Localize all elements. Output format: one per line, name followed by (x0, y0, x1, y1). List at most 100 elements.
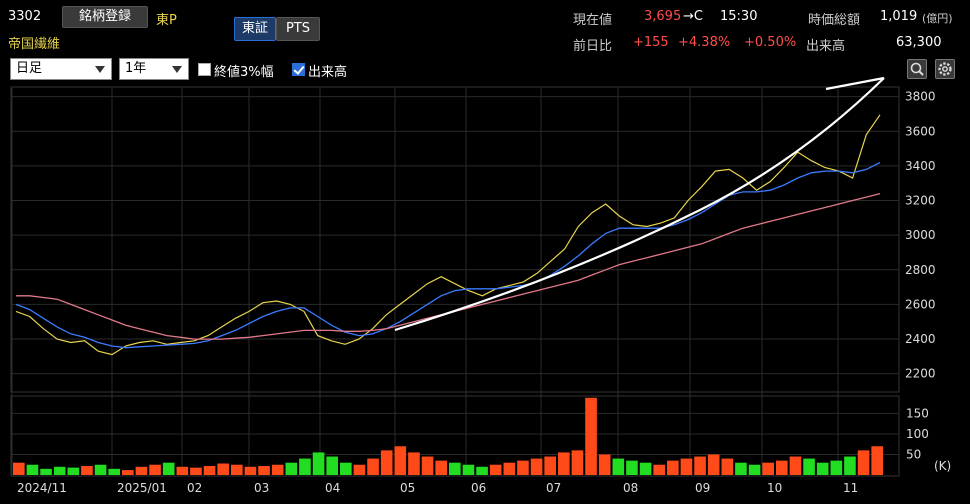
volume-bar (67, 467, 80, 475)
volume-bar (489, 464, 502, 475)
settings-button[interactable] (935, 59, 955, 79)
prev-change-label: 前日比 (573, 39, 613, 54)
volume-bar (653, 464, 665, 475)
volume-bar (626, 460, 638, 475)
volume-bar (762, 462, 774, 475)
volume-bar (517, 460, 529, 475)
volume-bar (244, 466, 257, 475)
chevron-down-icon (95, 66, 105, 73)
volume-bar (231, 464, 243, 475)
volume-bar (53, 466, 66, 475)
x-tick-label: 06 (471, 481, 486, 495)
volume-bar (585, 397, 597, 475)
current-price: 3,695 (644, 9, 682, 24)
range-select[interactable]: 1年 (119, 58, 189, 80)
volume-bar (285, 462, 298, 475)
current-price-suffix: →C (683, 9, 703, 24)
volume-tick-label: 50 (906, 447, 921, 461)
y-tick-label: 2600 (905, 297, 936, 311)
grid (11, 88, 899, 475)
volume-label: 出来高 (806, 39, 846, 54)
trend-line-arrowhead (825, 76, 885, 91)
volume-bar (871, 446, 883, 475)
volume-bar (394, 446, 407, 475)
stock-name: 帝国繊維 (8, 37, 61, 52)
volume-bar (176, 466, 189, 475)
volume-bar (26, 464, 39, 475)
stock-code: 3302 (8, 9, 42, 24)
x-tick-label: 2025/01 (117, 481, 167, 495)
volume-bar (353, 464, 366, 475)
x-tick-label: 09 (695, 481, 710, 495)
volume-bar (830, 460, 843, 475)
volume-bar (694, 456, 706, 475)
volume-bar (312, 452, 325, 475)
trend-line (394, 77, 885, 332)
y-tick-label: 3600 (905, 124, 936, 138)
series-long (16, 192, 881, 340)
x-tick-label: 03 (254, 481, 269, 495)
volume-bar (857, 450, 870, 475)
volume-bar (190, 467, 202, 475)
volume-bar (367, 458, 379, 475)
volume-bar (135, 466, 148, 475)
volume-bars (13, 397, 883, 475)
volume-bar (598, 454, 611, 475)
volume-bar (721, 458, 734, 475)
volume-bar (271, 464, 284, 475)
volume-value: 63,300 (896, 35, 942, 50)
volume-tick-label: 150 (906, 406, 929, 420)
register-button[interactable]: 銘柄登録 (62, 6, 148, 28)
volume-bar (162, 462, 175, 475)
change-percent-2: +0.50% (744, 35, 797, 50)
x-tick-label: 2024/11 (17, 481, 67, 495)
volume-bar (776, 460, 788, 475)
x-tick-label: 10 (767, 481, 782, 495)
volume-bar (449, 462, 461, 475)
volume-bar (462, 464, 475, 475)
volume-bar (435, 460, 447, 475)
x-tick-label: 04 (325, 481, 340, 495)
x-tick-label: 11 (843, 481, 858, 495)
volume-checkbox[interactable] (292, 63, 305, 76)
volume-bar (748, 464, 761, 475)
volume-bar (94, 464, 107, 475)
y-tick-label: 2800 (905, 263, 936, 277)
period-select-value: 日足 (16, 61, 43, 76)
volume-bar (476, 466, 488, 475)
volume-bar (530, 458, 543, 475)
zoom-button[interactable] (907, 59, 927, 79)
volume-tick-label: 100 (906, 427, 929, 441)
volume-bar (13, 462, 25, 475)
period-select[interactable]: 日足 (10, 58, 112, 80)
volume-unit: (K) (934, 459, 951, 473)
x-tick-label: 05 (400, 481, 415, 495)
volume-bar (122, 470, 134, 475)
volume-bar (149, 464, 161, 475)
volume-bar (544, 456, 556, 475)
y-tick-label: 3000 (905, 228, 936, 242)
volume-bar (707, 454, 720, 475)
volume-bar (408, 452, 420, 475)
series-mid (15, 161, 881, 349)
tab-pts[interactable]: PTS (276, 17, 320, 41)
close3-checkbox[interactable] (198, 63, 211, 76)
tab-tosho[interactable]: 東証 (234, 17, 276, 41)
volume-bar (680, 458, 693, 475)
x-tick-label: 07 (546, 481, 561, 495)
volume-bar (639, 462, 652, 475)
volume-bar (558, 452, 570, 475)
chevron-down-icon (172, 66, 182, 73)
volume-bar (612, 458, 625, 475)
quote-time: 15:30 (720, 9, 758, 24)
y-tick-label: 3200 (905, 194, 936, 208)
volume-bar (340, 462, 352, 475)
volume-bar (667, 460, 679, 475)
market-cap-value: 1,019 (880, 9, 918, 24)
close3-label: 終値3%幅 (214, 65, 274, 80)
x-tick-labels: 2024/11 2025/01 02 03 04 05 06 07 08 09 10 11 (17, 481, 858, 495)
volume-bar (81, 465, 93, 475)
x-tick-label: 08 (623, 481, 638, 495)
volume-bar (789, 456, 802, 475)
